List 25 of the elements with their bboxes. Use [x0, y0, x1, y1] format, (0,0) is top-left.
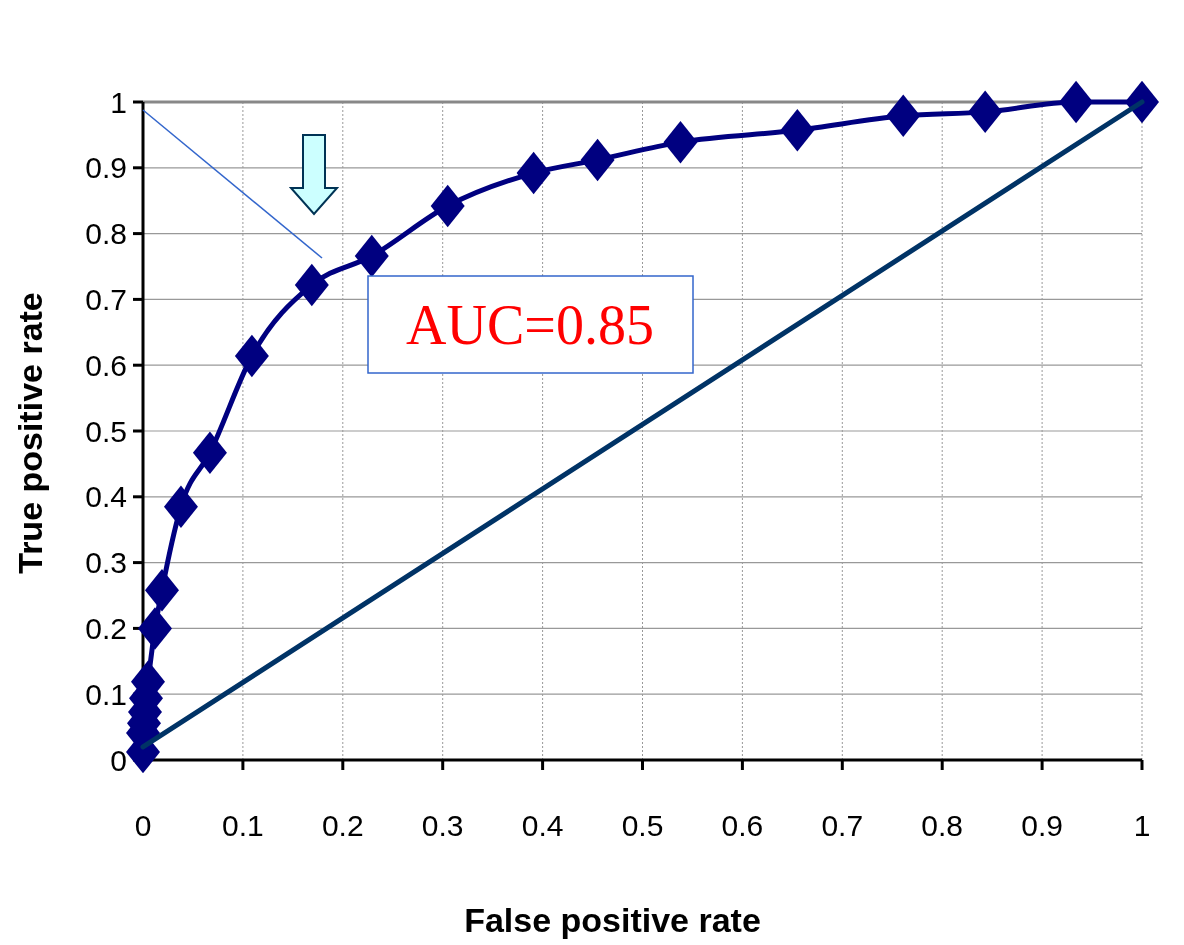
y-tick-label: 0.9	[85, 151, 127, 185]
x-tick-label: 0.2	[321, 809, 364, 842]
x-axis-title: False positive rate	[464, 901, 761, 939]
x-tick-label: 0	[134, 809, 152, 842]
y-tick-label: 0.7	[85, 282, 127, 316]
y-tick-label: 0.6	[85, 348, 127, 382]
y-tick-label: 1	[110, 85, 127, 119]
y-tick-label: 0.2	[85, 611, 127, 645]
x-tick-label: 0.8	[921, 809, 964, 842]
x-tick-label: 0.9	[1021, 809, 1063, 842]
x-tick-label: 0.7	[821, 809, 864, 842]
y-tick-label: 0	[110, 743, 127, 777]
y-tick-label: 0.3	[85, 546, 127, 580]
annotation: AUC=0.85	[406, 294, 654, 356]
x-tick-label: 0.6	[721, 809, 764, 842]
y-tick-label: 0.4	[85, 480, 127, 514]
x-tick-label: 0.4	[521, 809, 564, 842]
x-tick-label: 0.3	[421, 809, 464, 842]
y-axis-title: True positive rate	[11, 292, 49, 574]
y-tick-label: 0.1	[85, 677, 127, 711]
y-tick-label: 0.5	[85, 414, 127, 448]
x-tick-label: 0.1	[222, 809, 264, 842]
x-tick-label: 1	[1133, 809, 1151, 842]
y-tick-label: 0.8	[85, 217, 127, 251]
x-tick-label: 0.5	[621, 809, 664, 842]
